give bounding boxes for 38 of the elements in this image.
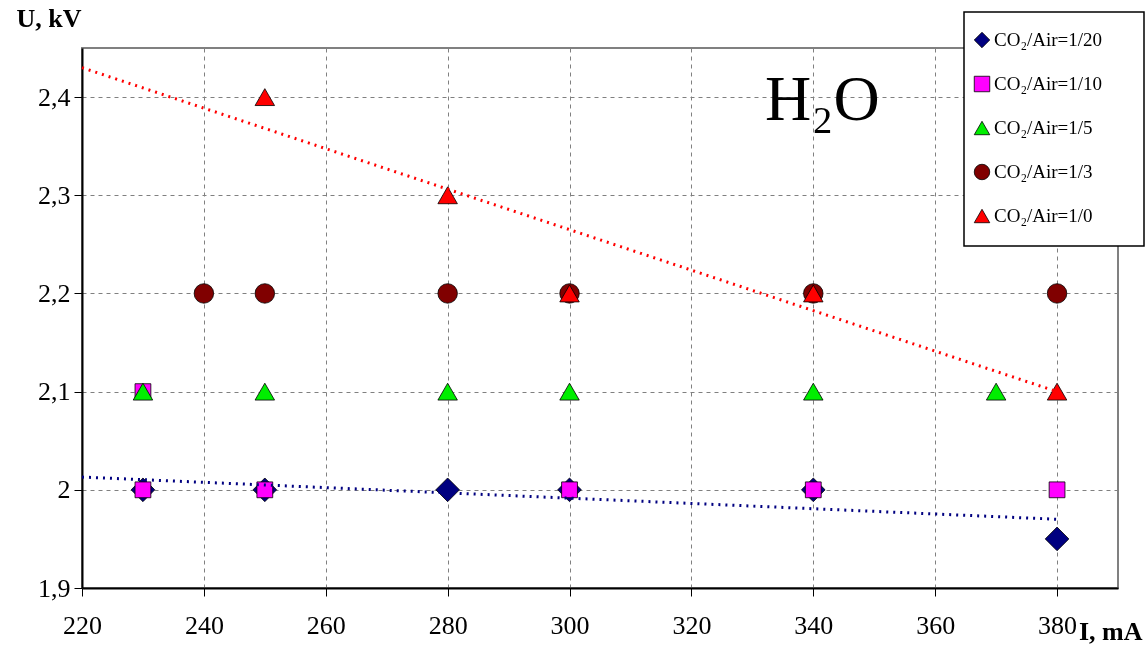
- x-axis-title: I, mA: [1078, 616, 1143, 646]
- x-tick-label: 300: [550, 610, 590, 640]
- point: [559, 382, 580, 401]
- y-tick-label: 2,3: [38, 180, 71, 210]
- point: [803, 382, 824, 401]
- legend-label: CO₂/Air=1/3: [994, 161, 1093, 182]
- point: [985, 382, 1007, 401]
- legend-label: CO₂/Air=1/0: [994, 205, 1093, 226]
- y-tick-label: 2,1: [38, 377, 71, 407]
- point: [1046, 382, 1068, 401]
- point: [1044, 526, 1070, 552]
- point: [437, 382, 458, 401]
- legend-label: CO₂/Air=1/20: [994, 29, 1103, 50]
- x-tick-label: 340: [794, 610, 834, 640]
- point: [435, 477, 460, 503]
- point: [193, 283, 215, 304]
- x-tick-label: 280: [428, 610, 468, 640]
- point: [437, 283, 458, 304]
- annotation: H₂O: [765, 63, 880, 134]
- point: [1046, 283, 1068, 304]
- x-tick-label: 320: [672, 610, 712, 640]
- x-tick-label: 240: [184, 610, 224, 640]
- x-tick-label: 220: [63, 610, 102, 640]
- y-tick-label: 2: [57, 475, 71, 505]
- x-tick-label: 380: [1038, 610, 1078, 640]
- point: [254, 283, 275, 304]
- legend-label: CO₂/Air=1/10: [994, 73, 1103, 94]
- y-tick-label: 2,4: [38, 82, 71, 112]
- x-tick-label: 360: [916, 610, 956, 640]
- legend-label: CO₂/Air=1/5: [994, 117, 1093, 138]
- point: [254, 88, 275, 106]
- x-tick-label: 260: [306, 610, 346, 640]
- y-tick-label: 2,2: [38, 278, 71, 308]
- point: [1048, 481, 1066, 499]
- y-axis-title: U, kV: [16, 3, 82, 33]
- y-tick-label: 1,9: [38, 573, 71, 603]
- point: [437, 186, 458, 205]
- point: [254, 382, 275, 401]
